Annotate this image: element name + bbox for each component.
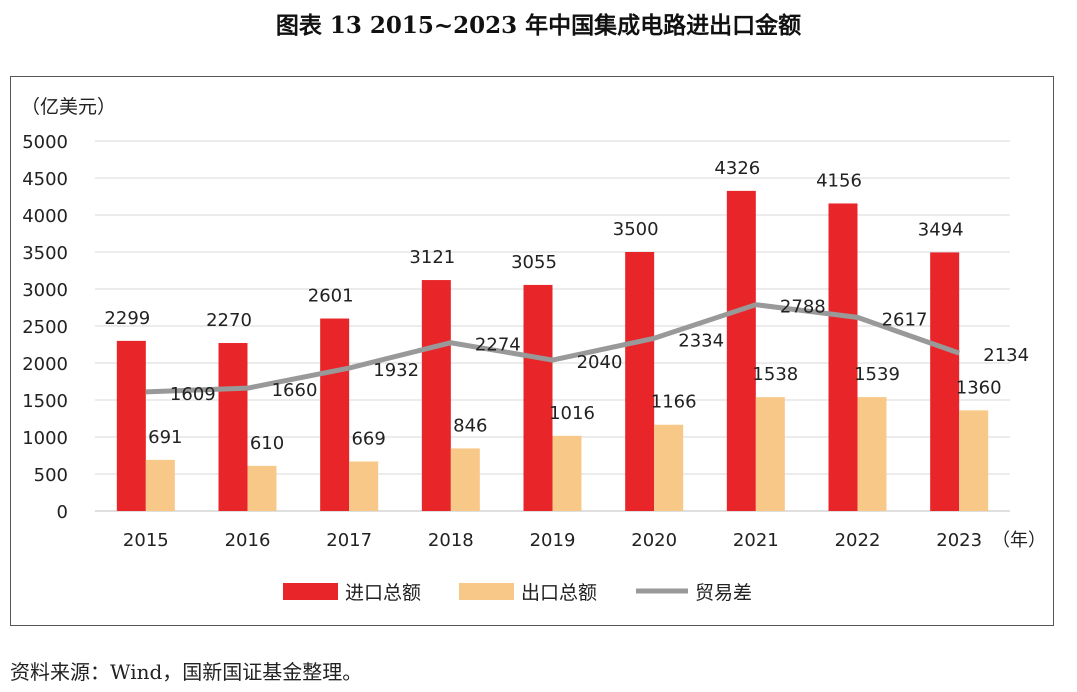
bar-import (218, 343, 248, 511)
y-axis-label: （亿美元） (21, 96, 116, 118)
x-tick-label: 2017 (326, 530, 372, 551)
data-label-export: 1360 (956, 377, 1002, 398)
data-label-export: 1538 (752, 364, 798, 385)
bar-import (116, 340, 146, 511)
bar-import (320, 318, 350, 511)
legend-label-import: 进口总额 (345, 582, 421, 604)
data-label-export: 669 (351, 428, 385, 449)
legend-swatch-export (459, 583, 514, 600)
source-note: 资料来源：Wind，国新国证基金整理。 (10, 660, 363, 684)
bar-export (450, 448, 480, 511)
chart-frame (10, 76, 1054, 626)
bar-export (654, 424, 684, 511)
bar-export (959, 410, 989, 511)
bar-export (247, 465, 277, 511)
data-label-import: 3055 (511, 252, 557, 273)
x-tick-label: 2022 (835, 530, 881, 551)
x-axis-label: （年） (992, 530, 1046, 551)
data-label-balance: 2788 (780, 297, 826, 318)
data-label-balance: 2134 (983, 345, 1029, 366)
bar-import (726, 190, 756, 511)
bar-import (828, 203, 858, 511)
bar-import (421, 280, 451, 511)
legend-swatch-import (283, 583, 338, 600)
data-label-export: 846 (453, 415, 487, 436)
x-tick-label: 2016 (225, 530, 271, 551)
data-label-balance: 1660 (272, 380, 318, 401)
bar-import (625, 252, 655, 511)
line-trade-balance (145, 302, 960, 395)
y-tick-label: 0 (57, 502, 68, 523)
x-tick-label: 2015 (123, 530, 169, 551)
bar-export (755, 397, 785, 511)
y-tick-label: 5000 (22, 132, 68, 153)
y-tick-label: 3500 (22, 243, 68, 264)
y-tick-label: 1500 (22, 391, 68, 412)
bar-export (349, 461, 379, 511)
data-label-balance: 2040 (577, 352, 623, 373)
bar-export (857, 397, 887, 511)
data-label-balance: 2334 (678, 330, 724, 351)
data-label-import: 3121 (409, 247, 455, 268)
x-tick-label: 2018 (428, 530, 474, 551)
bar-import (930, 252, 960, 511)
data-label-balance: 1609 (170, 384, 216, 405)
y-tick-label: 4000 (22, 206, 68, 227)
bar-export (145, 459, 175, 511)
data-label-export: 1016 (549, 403, 595, 424)
data-label-export: 1166 (651, 392, 697, 413)
x-tick-label: 2019 (530, 530, 576, 551)
bar-export (552, 435, 582, 511)
data-label-export: 691 (148, 427, 182, 448)
x-tick-label: 2020 (631, 530, 677, 551)
y-tick-label: 1000 (22, 428, 68, 449)
data-label-import: 2299 (104, 308, 150, 329)
data-label-import: 3494 (918, 219, 964, 240)
x-tick-label: 2021 (733, 530, 779, 551)
data-label-import: 3500 (613, 219, 659, 240)
data-label-export: 1539 (854, 364, 900, 385)
bar-import (523, 284, 553, 511)
chart-title: 图表 13 2015~2023 年中国集成电路进出口金额 (275, 12, 802, 39)
data-label-import: 4326 (714, 158, 760, 179)
data-label-balance: 2617 (882, 309, 928, 330)
y-tick-label: 2000 (22, 354, 68, 375)
y-tick-label: 3000 (22, 280, 68, 301)
legend-label-export: 出口总额 (521, 582, 597, 604)
data-label-import: 4156 (816, 170, 862, 191)
data-label-import: 2270 (206, 310, 252, 331)
legend-label-balance: 贸易差 (695, 582, 752, 604)
y-tick-label: 2500 (22, 317, 68, 338)
data-label-import: 2601 (308, 286, 354, 307)
y-tick-label: 4500 (22, 169, 68, 190)
data-label-balance: 2274 (475, 335, 521, 356)
y-tick-label: 500 (34, 465, 68, 486)
data-label-balance: 1932 (373, 360, 419, 381)
x-tick-label: 2023 (936, 530, 982, 551)
data-label-export: 610 (250, 433, 284, 454)
